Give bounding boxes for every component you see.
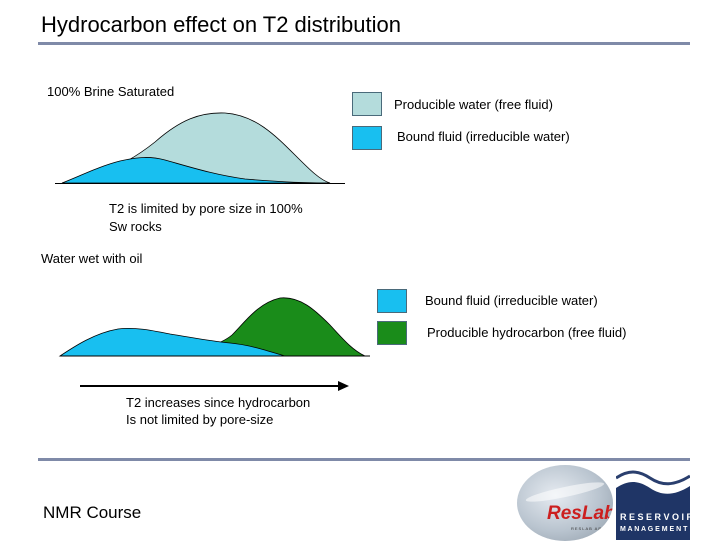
- reservoir-text: R E S E R V O I R: [620, 512, 694, 522]
- hydrocarbon-legend-label: Producible hydrocarbon (free fluid): [427, 325, 627, 340]
- top-distribution: [55, 112, 345, 184]
- top-caption-line1: T2 is limited by pore size in 100%: [109, 201, 303, 216]
- reslab-logo: ResLab RESLAB ART: [517, 465, 613, 541]
- water-wet-oil-heading: Water wet with oil: [41, 251, 143, 266]
- title-rule: [38, 42, 690, 45]
- bound-fluid-swatch: [352, 126, 382, 150]
- producible-water-legend-label: Producible water (free fluid): [394, 97, 553, 112]
- reservoir-management-logo: [616, 468, 690, 508]
- producible-water-swatch: [352, 92, 382, 116]
- hydrocarbon-swatch: [377, 321, 407, 345]
- course-footer: NMR Course: [43, 503, 142, 522]
- t2-increase-arrow: [80, 381, 349, 391]
- management-text: M A N A G E M E N T: [620, 526, 688, 533]
- reslab-logo-text: ResLab: [547, 503, 613, 524]
- logo-swoosh: [524, 478, 606, 506]
- wave-icon: [616, 470, 690, 508]
- reslab-logo-subtext: RESLAB ART: [571, 526, 606, 531]
- footer-rule: [38, 458, 690, 461]
- bound-fluid-swatch-oil: [377, 289, 407, 313]
- bottom-caption-line1: T2 increases since hydrocarbon: [126, 395, 311, 410]
- bound-fluid-curve-oil: [58, 327, 286, 357]
- bottom-caption-line2: Is not limited by pore-size: [126, 412, 274, 427]
- bound-fluid-oil-legend-label: Bound fluid (irreducible water): [425, 293, 598, 308]
- reservoir-management-text-box: R E S E R V O I R M A N A G E M E N T: [616, 508, 694, 540]
- top-caption-line2: Sw rocks: [109, 219, 162, 234]
- slide-title: Hydrocarbon effect on T2 distribution: [41, 12, 401, 37]
- bound-fluid-curve: [61, 157, 331, 184]
- bottom-distribution: [58, 297, 370, 357]
- brine-saturated-heading: 100% Brine Saturated: [47, 84, 175, 99]
- bound-fluid-legend-label: Bound fluid (irreducible water): [397, 129, 570, 144]
